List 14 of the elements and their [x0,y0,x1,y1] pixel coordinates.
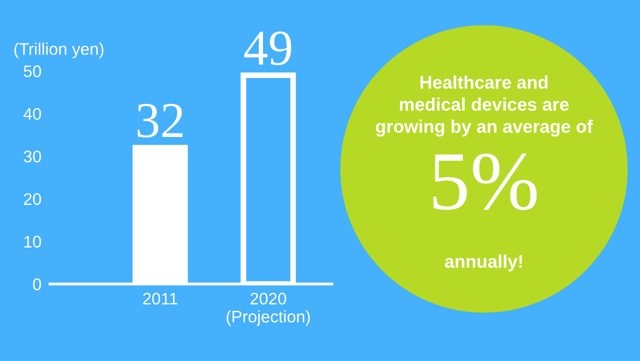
text: 5% [433,154,537,210]
x-tick-label: 2011 [143,292,178,305]
text: annually! [444,254,522,272]
y-tick-label: 30 [24,150,42,162]
y-tick-label: 10 [24,236,42,248]
data-label: 32 [138,104,182,138]
y-tick-label: 0 [33,278,42,290]
y-axis-title: (Trillion yen) [14,42,104,58]
y-tick-label: 40 [24,108,42,120]
y-tick-label: 50 [24,65,42,78]
y-tick-label: 20 [24,193,42,206]
data-label: 49 [244,32,292,66]
text: Healthcare and medical devices are growing by an average of [376,75,593,137]
x-tick-label: 2020 (Projection) [226,292,310,326]
